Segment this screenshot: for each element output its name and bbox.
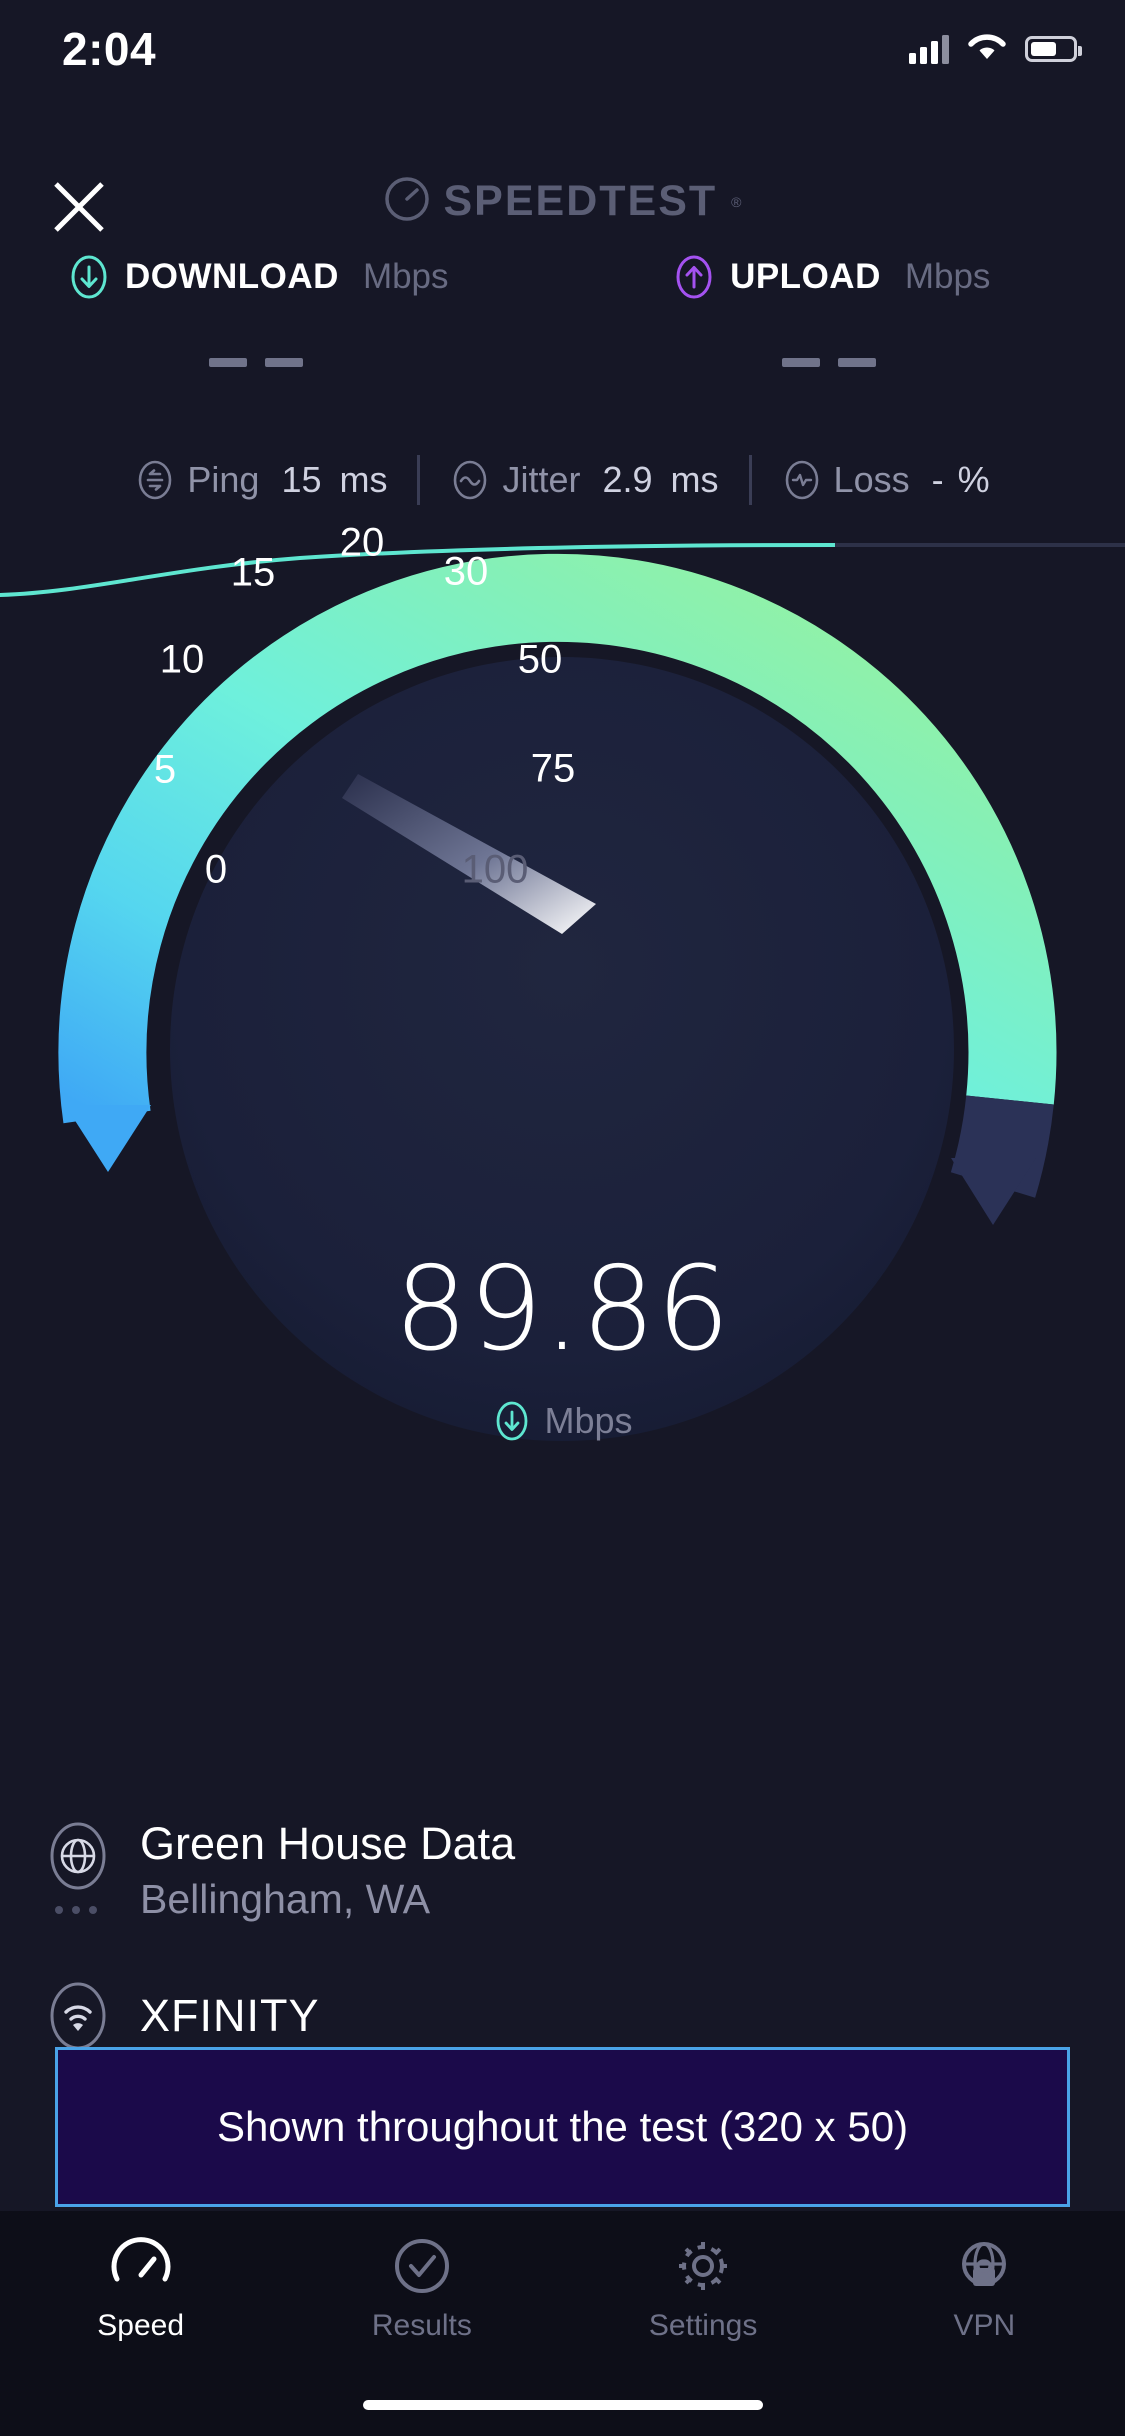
tab-results[interactable]: Results [281,2235,562,2343]
stat-jitter-label: Jitter [502,459,581,500]
gauge-tick-5: 5 [153,747,177,792]
gauge-tick-20: 20 [339,520,385,565]
dash-mark [265,358,304,367]
wifi-icon [965,30,1009,67]
download-label: DOWNLOAD [124,257,339,296]
app-brand: SPEEDTEST ® [0,176,1125,227]
network-stats-row: Ping 15 ms Jitter 2.9 ms Loss - % [0,455,1125,505]
close-icon [54,182,104,232]
tab-vpn[interactable]: VPN [844,2235,1125,2343]
metric-value-placeholders [0,358,1125,367]
dash-mark [837,358,876,367]
stat-jitter: Jitter 2.9 ms [446,459,722,501]
tab-vpn-label: VPN [953,2309,1016,2342]
ad-banner[interactable]: Shown throughout the test (320 x 50) [55,2047,1070,2207]
loss-icon [782,460,822,500]
brand-trademark: ® [731,193,742,210]
close-button[interactable] [40,168,118,246]
download-upload-labels: DOWNLOAD Mbps UPLOAD Mbps [0,255,1125,299]
speed-gauge: 0 5 10 15 20 30 50 75 100 [0,521,1125,1441]
jitter-icon [450,460,490,500]
upload-label: UPLOAD [730,257,881,296]
home-indicator [362,2400,763,2410]
gauge-tick-30: 30 [443,549,489,594]
download-unit: Mbps [362,257,449,296]
dash-mark [209,358,248,367]
stat-ping-label: Ping [187,459,260,500]
gauge-needle [342,774,596,934]
check-circle-icon [391,2235,453,2297]
stat-loss-unit: % [957,459,990,500]
speedometer-icon [110,2235,172,2297]
ping-icon [135,460,175,500]
download-metric-header: DOWNLOAD Mbps [0,255,574,299]
battery-icon [1025,35,1082,62]
server-name: Green House Data [140,1818,516,1869]
circle-arrow-up-icon [672,255,716,299]
gauge-svg [58,553,1057,1441]
stat-jitter-value: 2.9 [602,459,653,500]
vpn-globe-icon [953,2235,1015,2297]
stat-divider [748,455,752,505]
isp-row[interactable]: XFINITY [42,1980,320,2052]
more-dots-icon[interactable] [55,1906,97,1914]
upload-value-placeholder [573,358,1125,367]
server-location: Bellingham, WA [140,1876,431,1923]
status-bar: 2:04 [0,0,1125,120]
isp-name: XFINITY [140,1990,320,2041]
tab-speed-label: Speed [97,2309,184,2342]
gauge-tick-100: 100 [461,847,529,892]
cellular-signal-icon [909,34,949,64]
stat-loss: Loss - % [778,459,994,501]
download-value-placeholder [0,358,573,367]
circle-arrow-down-icon [492,1401,532,1441]
server-row[interactable]: Green House Data Bellingham, WA [42,1820,515,1923]
gauge-tick-10: 10 [159,637,205,682]
speed-value-unit: Mbps [0,1400,1125,1442]
upload-unit: Mbps [904,257,991,296]
speed-unit-label: Mbps [544,1400,633,1441]
status-bar-time: 2:04 [62,23,157,75]
globe-icon [42,1820,114,1892]
speedometer-icon [384,176,430,227]
bottom-tab-bar: Speed Results Settings [0,2211,1125,2436]
gauge-tick-50: 50 [517,637,563,682]
stat-loss-value: - [931,459,944,500]
tab-settings-label: Settings [648,2309,758,2342]
test-progress-sparkline [0,500,1125,620]
stat-ping: Ping 15 ms [131,459,391,501]
gauge-tick-0: 0 [204,847,228,892]
stat-ping-unit: ms [339,459,388,500]
brand-name: SPEEDTEST [443,177,718,225]
server-icon-wrap [42,1820,114,1914]
server-text: Green House Data Bellingham, WA [140,1820,515,1923]
wifi-icon [42,1980,114,2052]
stat-divider [417,455,421,505]
tab-results-label: Results [371,2309,472,2342]
stat-loss-label: Loss [833,459,910,500]
tab-speed[interactable]: Speed [0,2235,281,2343]
gauge-tick-15: 15 [230,550,276,595]
stat-ping-value: 15 [281,459,322,500]
status-bar-icons [909,30,1082,67]
stat-jitter-unit: ms [670,459,719,500]
gauge-tick-75: 75 [530,746,576,791]
circle-arrow-down-icon [67,255,111,299]
upload-metric-header: UPLOAD Mbps [574,255,1125,299]
dash-mark [781,358,820,367]
tab-settings[interactable]: Settings [563,2235,844,2343]
gear-icon [672,2235,734,2297]
speed-value: 89.86 [393,1242,732,1377]
